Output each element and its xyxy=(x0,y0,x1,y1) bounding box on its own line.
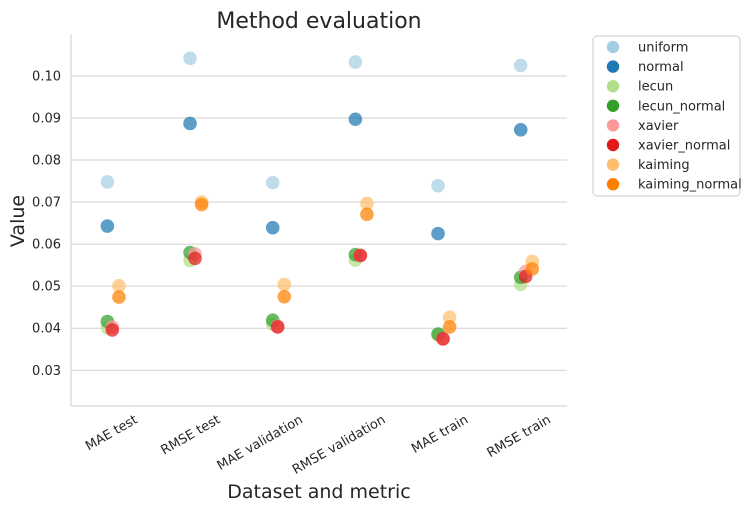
y-tick-label: 0.05 xyxy=(32,280,61,295)
chart-title: Method evaluation xyxy=(216,9,421,34)
x-tick-label: RMSE train xyxy=(485,412,554,461)
legend-label: xavier xyxy=(638,119,679,134)
legend-label: kaiming_normal xyxy=(638,178,742,193)
axes xyxy=(70,34,567,407)
data-point xyxy=(442,320,457,334)
y-tick-label: 0.07 xyxy=(32,196,61,211)
y-tick-label: 0.03 xyxy=(32,364,61,379)
data-point xyxy=(265,175,280,190)
series-kaiming xyxy=(112,195,540,325)
y-tick-label: 0.09 xyxy=(32,111,61,126)
data-point xyxy=(277,277,292,292)
series-uniform xyxy=(100,51,528,193)
data-point xyxy=(105,323,120,337)
legend-label: xavier_normal xyxy=(638,139,730,154)
y-tick-label: 0.08 xyxy=(32,154,61,169)
y-axis-title: Value xyxy=(7,195,29,247)
legend-marker xyxy=(606,80,620,93)
x-tick-label: MAE test xyxy=(83,412,140,454)
x-tick-label: MAE train xyxy=(409,412,471,456)
legend-frame xyxy=(592,35,741,197)
legend-label: lecun xyxy=(638,80,673,95)
data-point xyxy=(348,112,363,127)
y-tick-label: 0.10 xyxy=(32,69,61,84)
x-tick-label: RMSE validation xyxy=(290,412,388,477)
data-point xyxy=(525,262,540,276)
legend-marker xyxy=(606,178,620,191)
data-point xyxy=(431,178,445,193)
data-point xyxy=(100,219,115,233)
data-point xyxy=(100,175,115,189)
data-point xyxy=(513,122,528,137)
legend-marker xyxy=(606,60,620,73)
legend-marker xyxy=(606,119,620,132)
data-point xyxy=(183,116,197,131)
data-point xyxy=(360,207,374,222)
data-point xyxy=(188,251,202,266)
data-point xyxy=(112,290,126,304)
data-point xyxy=(270,320,285,334)
data-point xyxy=(436,331,450,346)
legend-marker xyxy=(606,40,620,54)
data-point xyxy=(360,196,374,211)
data-point xyxy=(353,248,368,263)
y-tick-label: 0.04 xyxy=(32,322,61,337)
legend-label: uniform xyxy=(638,41,688,56)
y-tick-label: 0.06 xyxy=(32,238,61,253)
x-axis-title: Dataset and metric xyxy=(227,481,410,503)
x-tick-label: RMSE test xyxy=(159,412,223,458)
data-point xyxy=(431,226,445,241)
series-lecun_normal xyxy=(100,245,528,341)
data-point xyxy=(348,55,363,69)
legend-marker xyxy=(606,158,620,171)
legend-marker xyxy=(606,99,620,113)
data-point xyxy=(194,197,209,212)
data-point xyxy=(277,289,292,304)
series-xavier xyxy=(105,246,533,346)
series-normal xyxy=(100,112,528,241)
data-point xyxy=(265,220,280,235)
data-point xyxy=(442,310,457,325)
data-points xyxy=(100,51,540,346)
series-xavier_normal xyxy=(105,248,533,346)
legend-label: kaiming xyxy=(638,158,690,173)
y-tick-labels: 0.03 0.04 0.05 0.06 0.07 0.08 0.09 0.10 xyxy=(32,69,61,378)
data-point xyxy=(183,51,197,66)
legend-marker xyxy=(606,138,620,152)
legend-label: lecun_normal xyxy=(638,99,725,114)
data-point xyxy=(112,278,126,293)
legend-label: normal xyxy=(638,60,684,75)
series-kaiming_normal xyxy=(112,197,540,334)
data-point xyxy=(513,58,528,73)
gridlines xyxy=(71,75,567,371)
